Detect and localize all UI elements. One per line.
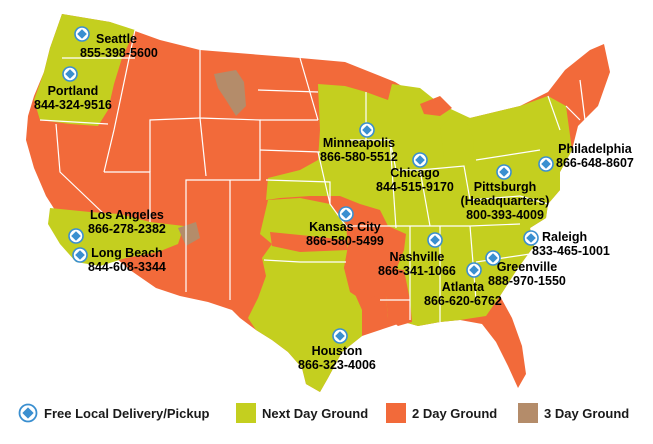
marker-houston[interactable] xyxy=(332,328,348,344)
region-next-day-northwest xyxy=(34,14,135,126)
phone-number: 866-323-4006 xyxy=(298,358,376,372)
region-two-day-arkansas xyxy=(344,246,392,300)
phone-number: 833-465-1001 xyxy=(532,244,610,258)
phone-number: 888-970-1550 xyxy=(488,274,566,288)
city-name: Pittsburgh (Headquarters) xyxy=(460,180,550,208)
marker-long-beach[interactable] xyxy=(72,247,88,263)
legend-label: 3 Day Ground xyxy=(544,405,630,421)
marker-kansas-city[interactable] xyxy=(338,206,354,222)
marker-nashville[interactable] xyxy=(427,232,443,248)
legend-item-delivery: Free Local Delivery/Pickup xyxy=(18,402,209,424)
city-name: Philadelphia xyxy=(558,142,632,156)
two-day-swatch xyxy=(386,403,406,423)
legend-label: Next Day Ground xyxy=(262,405,369,421)
next-day-swatch xyxy=(236,403,256,423)
city-name: Seattle xyxy=(96,32,137,46)
label-atlanta: Atlanta 866-620-6762 xyxy=(424,280,502,308)
label-los-angeles: Los Angeles 866-278-2382 xyxy=(88,208,166,236)
marker-minneapolis[interactable] xyxy=(359,122,375,138)
legend-item-two-day: 2 Day Ground xyxy=(386,402,497,424)
diamond-marker-icon xyxy=(18,403,38,423)
legend-label: 2 Day Ground xyxy=(412,405,498,421)
phone-number: 844-515-9170 xyxy=(376,180,454,194)
city-name: Minneapolis xyxy=(322,136,396,150)
city-name: Atlanta xyxy=(441,280,485,294)
phone-number: 866-580-5499 xyxy=(306,234,384,248)
marker-portland[interactable] xyxy=(62,66,78,82)
phone-number: 866-648-8607 xyxy=(556,156,634,170)
region-next-day-central-east xyxy=(266,84,572,326)
phone-number: 800-393-4009 xyxy=(466,208,544,222)
legend-label: Free Local Delivery/Pickup xyxy=(44,405,210,421)
three-day-swatch xyxy=(518,403,538,423)
city-name: Greenville xyxy=(496,260,558,274)
legend-item-three-day: 3 Day Ground xyxy=(518,402,629,424)
label-philadelphia: Philadelphia 866-648-8607 xyxy=(556,142,634,170)
marker-atlanta[interactable] xyxy=(466,262,482,278)
region-two-day-upper-peninsula xyxy=(420,96,452,116)
marker-los-angeles[interactable] xyxy=(68,228,84,244)
map-legend: Free Local Delivery/Pickup Next Day Grou… xyxy=(0,398,653,428)
label-pittsburgh: Pittsburgh (Headquarters) 800-393-4009 xyxy=(456,180,554,222)
city-name: Nashville xyxy=(389,250,445,264)
phone-number: 866-620-6762 xyxy=(424,294,502,308)
marker-philadelphia[interactable] xyxy=(538,156,554,172)
marker-chicago[interactable] xyxy=(412,152,428,168)
region-two-day-mississippi xyxy=(386,268,412,326)
phone-number: 866-341-1066 xyxy=(378,264,456,278)
region-three-day-montana xyxy=(214,70,246,116)
city-name: Houston xyxy=(311,344,363,358)
label-houston: Houston 866-323-4006 xyxy=(298,344,376,372)
label-greenville: Greenville 888-970-1550 xyxy=(488,260,566,288)
label-long-beach: Long Beach 844-608-3344 xyxy=(88,246,166,274)
region-two-day-oklahoma-strip xyxy=(270,232,348,252)
city-name: Los Angeles xyxy=(90,208,164,222)
phone-number: 844-324-9516 xyxy=(34,98,112,112)
region-next-day-michigan xyxy=(440,116,474,164)
phone-number: 855-398-5600 xyxy=(80,46,158,60)
city-name: Long Beach xyxy=(91,246,163,260)
state-borders xyxy=(39,29,586,322)
label-chicago: Chicago 844-515-9170 xyxy=(376,166,454,194)
phone-number: 844-608-3344 xyxy=(88,260,166,274)
region-three-day-arizona xyxy=(178,222,200,246)
label-nashville: Nashville 866-341-1066 xyxy=(378,250,456,278)
marker-greenville[interactable] xyxy=(485,250,501,266)
marker-pittsburgh[interactable] xyxy=(496,164,512,180)
marker-seattle[interactable] xyxy=(74,26,90,42)
city-name: Kansas City xyxy=(309,220,381,234)
label-minneapolis: Minneapolis 866-580-5512 xyxy=(320,136,398,164)
city-name: Portland xyxy=(47,84,99,98)
city-name: Chicago xyxy=(390,166,440,180)
label-raleigh: Raleigh 833-465-1001 xyxy=(532,230,610,258)
marker-raleigh[interactable] xyxy=(523,230,539,246)
legend-item-next-day: Next Day Ground xyxy=(236,402,368,424)
city-name: Raleigh xyxy=(542,230,588,244)
label-portland: Portland 844-324-9516 xyxy=(34,84,112,112)
label-seattle: Seattle 855-398-5600 xyxy=(80,32,158,60)
label-kansas-city: Kansas City 866-580-5499 xyxy=(306,220,384,248)
phone-number: 866-580-5512 xyxy=(320,150,398,164)
phone-number: 866-278-2382 xyxy=(88,222,166,236)
